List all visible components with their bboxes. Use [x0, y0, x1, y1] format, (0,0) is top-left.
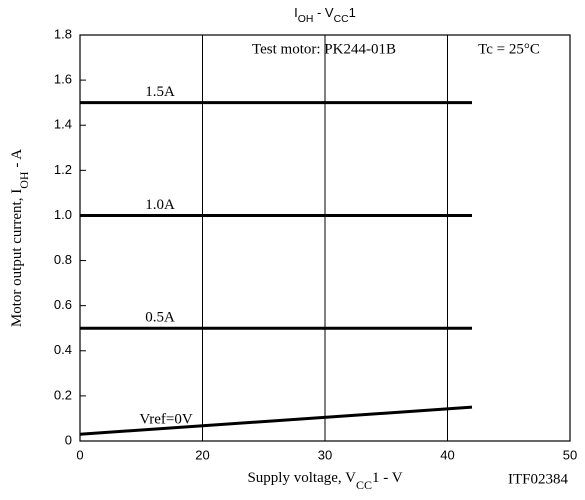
x-axis-label: Supply voltage, VCC1 - V: [247, 470, 402, 491]
annotation: Tc = 25°C: [478, 41, 540, 57]
x-tick-label: 0: [76, 447, 83, 462]
series-label: 1.5A: [145, 84, 175, 100]
x-axis-label-part: CC: [356, 478, 372, 492]
chart-title-part: I: [294, 5, 298, 20]
x-axis-label-part: 1 - V: [372, 470, 403, 486]
y-tick-label: 0.6: [54, 297, 72, 312]
chart-title-part: OH: [298, 14, 314, 25]
chart-title-part: - V: [313, 5, 334, 20]
y-tick-label: 0.2: [54, 387, 72, 402]
y-axis-label-part: - A: [9, 149, 25, 172]
chart-title: IOH - VCC1: [294, 5, 356, 25]
x-tick-label: 20: [195, 447, 209, 462]
chart-title-part: 1: [349, 5, 356, 20]
series-label: 1.0A: [145, 197, 175, 213]
x-tick-label: 30: [318, 447, 332, 462]
x-axis-label-part: Supply voltage, V: [247, 470, 356, 486]
series-label: 0.5A: [145, 310, 175, 326]
y-tick-label: 0.4: [54, 342, 72, 357]
x-tick-label: 40: [440, 447, 454, 462]
y-tick-label: 1.8: [54, 26, 72, 41]
annotation: ITF02384: [508, 471, 569, 487]
annotation: Test motor: PK244-01B: [252, 41, 396, 57]
y-tick-label: 0.8: [54, 252, 72, 267]
x-tick-label: 50: [563, 447, 577, 462]
chart-title-part: CC: [334, 14, 350, 25]
y-axis-label: Motor output current, IOH - A: [9, 149, 30, 327]
series-line: [79, 405, 473, 436]
y-tick-label: 1.6: [54, 72, 72, 87]
y-axis-label-part: Motor output current, I: [9, 189, 25, 327]
y-tick-label: 1.4: [54, 117, 72, 132]
y-tick-label: 1.2: [54, 162, 72, 177]
series-label: Vref=0V: [139, 412, 193, 428]
y-tick-label: 0: [65, 432, 72, 447]
y-axis-label-part: OH: [17, 171, 31, 189]
y-tick-label: 1.0: [54, 207, 72, 222]
